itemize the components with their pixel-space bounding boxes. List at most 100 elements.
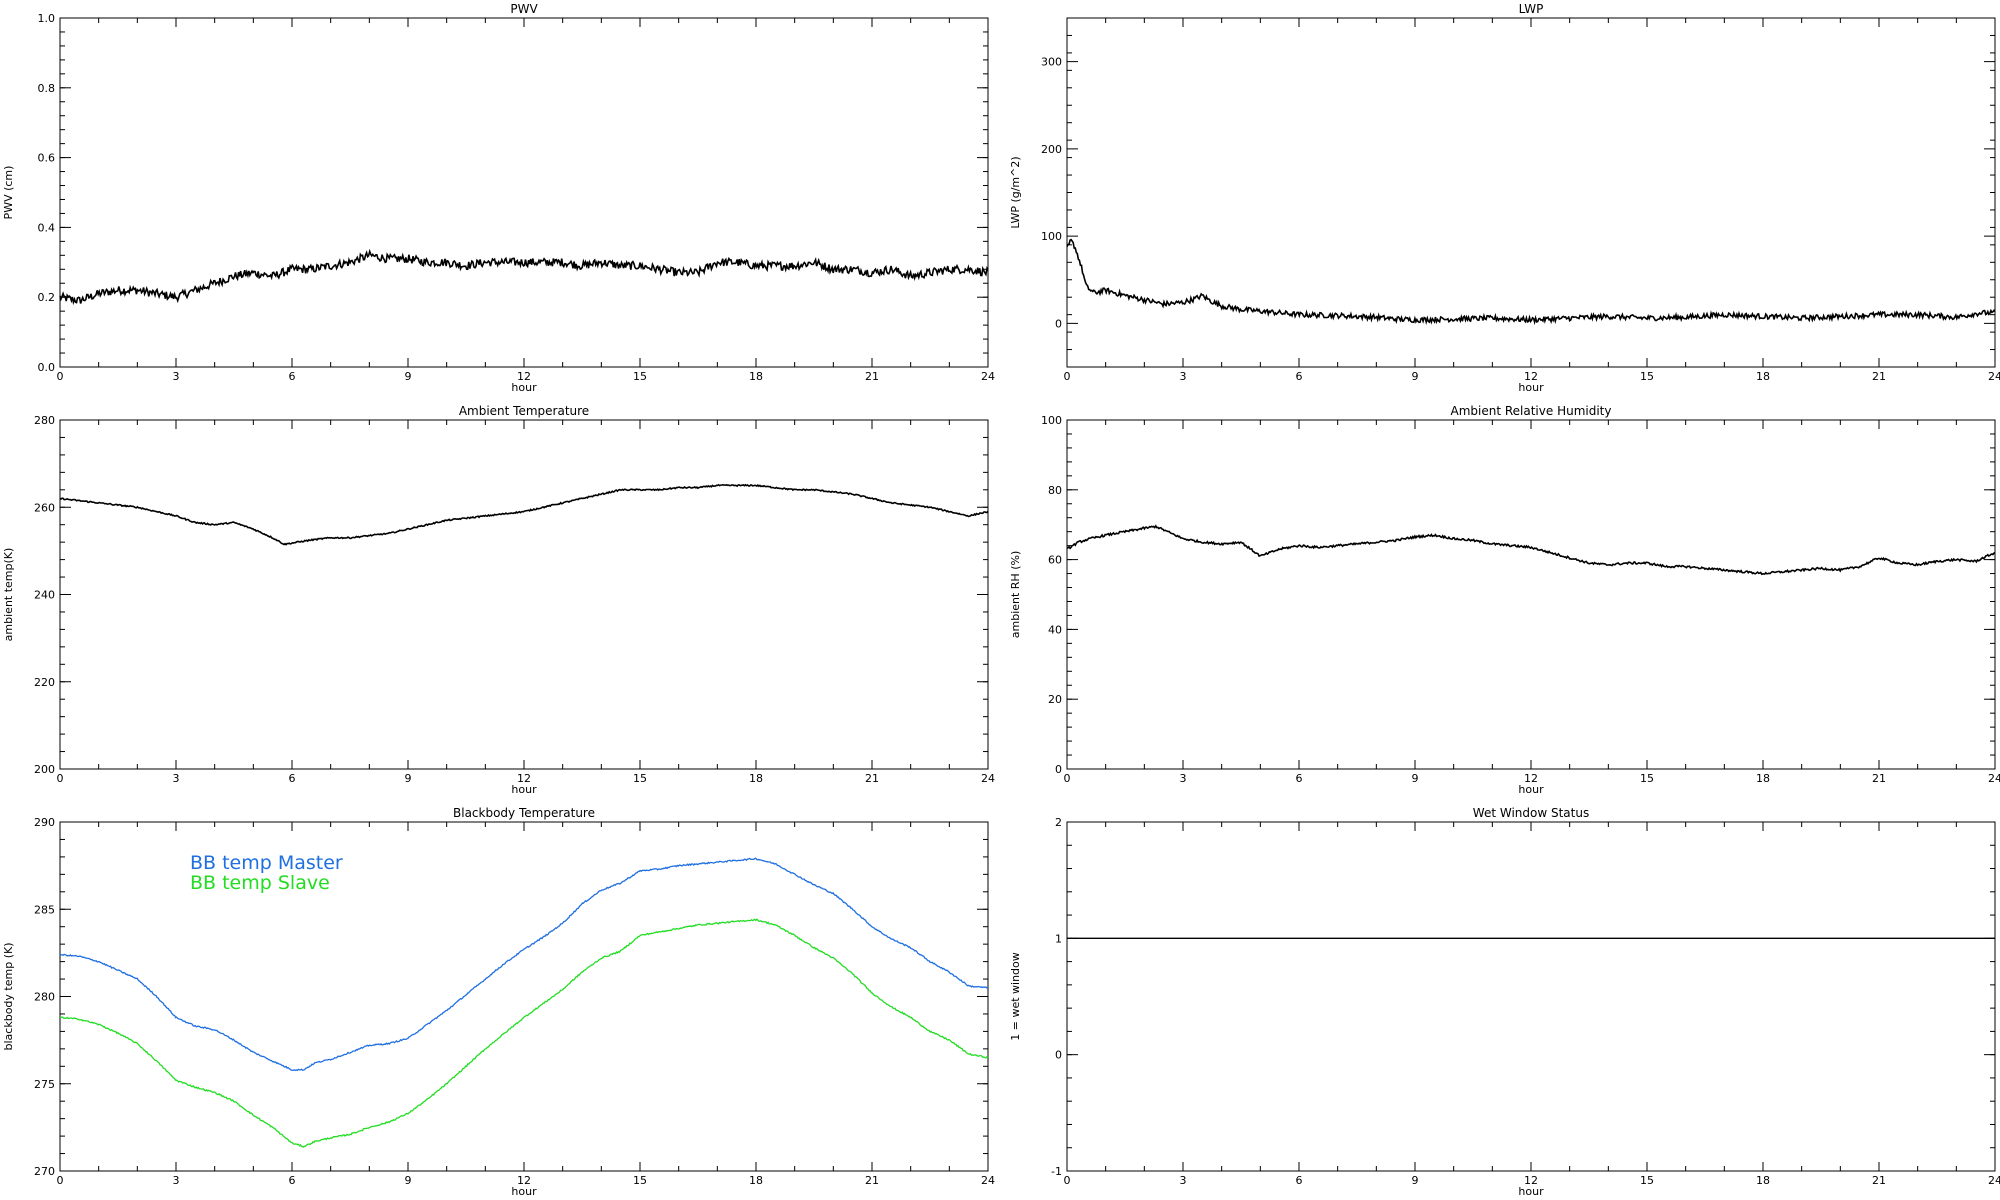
x-tick-label: 6 xyxy=(289,1174,296,1187)
x-axis-label: hour xyxy=(1518,381,1544,394)
y-tick-label: 280 xyxy=(34,991,55,1004)
panel-title: LWP xyxy=(1519,2,1544,16)
x-tick-label: 9 xyxy=(1412,1174,1419,1187)
series-line-lwp xyxy=(1066,238,1996,326)
x-tick-label: 9 xyxy=(405,1174,412,1187)
y-axis-label: PWV (cm) xyxy=(2,166,15,220)
y-tick-label: 0.2 xyxy=(38,291,56,304)
x-tick-label: 15 xyxy=(1640,370,1654,383)
x-tick-label: 15 xyxy=(633,772,647,785)
x-tick-label: 3 xyxy=(1180,1174,1187,1187)
y-tick-label: 200 xyxy=(1041,143,1062,156)
y-tick-label: 40 xyxy=(1048,623,1062,636)
x-tick-label: 24 xyxy=(981,370,995,383)
x-tick-label: 18 xyxy=(749,1174,763,1187)
x-tick-label: 18 xyxy=(1756,370,1770,383)
y-tick-label: 80 xyxy=(1048,484,1062,497)
legend-entry: BB temp Master xyxy=(190,852,343,874)
y-tick-label: 100 xyxy=(1041,230,1062,243)
y-tick-label: 275 xyxy=(34,1078,55,1091)
y-tick-label: 0 xyxy=(1055,1049,1062,1062)
y-tick-label: 260 xyxy=(34,501,55,514)
y-tick-label: 0.0 xyxy=(38,361,56,374)
panel-title: Ambient Temperature xyxy=(459,404,589,418)
panel-pwv: PWV hour PWV (cm) 0 3 6 9 12 15 18 21 24 0.0 0.2 0.4 0.… xyxy=(2,2,995,394)
x-axis-label: hour xyxy=(1518,1185,1544,1198)
y-axis-label: ambient temp(K) xyxy=(2,548,15,642)
y-tick-label: 300 xyxy=(1041,56,1062,69)
y-tick-label: 60 xyxy=(1048,554,1062,567)
plot-frame xyxy=(1066,821,1996,1172)
panel-title: Wet Window Status xyxy=(1473,806,1589,820)
panel-title: Ambient Relative Humidity xyxy=(1451,404,1612,418)
x-tick-label: 12 xyxy=(1524,772,1538,785)
panel-blackbody-temperature: Blackbody Temperature hour blackbody temp … xyxy=(2,806,995,1198)
y-axis-label: 1 = wet window xyxy=(1009,952,1022,1041)
panel-ambient-temperature: Ambient Temperature hour ambient temp(K) 0 3… xyxy=(2,404,995,796)
plot-frame xyxy=(1066,419,1996,770)
x-tick-label: 6 xyxy=(1296,370,1303,383)
x-axis-label: hour xyxy=(511,783,537,796)
x-tick-label: 3 xyxy=(173,370,180,383)
x-tick-label: 9 xyxy=(405,772,412,785)
y-tick-label: 290 xyxy=(34,816,55,829)
series-line-bb-temp-master xyxy=(59,857,989,1072)
y-tick-label: 0 xyxy=(1055,317,1062,330)
x-tick-label: 6 xyxy=(289,772,296,785)
x-tick-label: 18 xyxy=(1756,1174,1770,1187)
x-tick-label: 3 xyxy=(1180,772,1187,785)
legend-entry: BB temp Slave xyxy=(190,872,330,894)
x-tick-label: 3 xyxy=(173,772,180,785)
y-tick-label: 20 xyxy=(1048,693,1062,706)
y-tick-label: 280 xyxy=(34,414,55,427)
panel-title: PWV xyxy=(510,2,538,16)
plot-frame xyxy=(59,419,989,770)
y-tick-label: -1 xyxy=(1051,1165,1062,1178)
x-tick-label: 3 xyxy=(173,1174,180,1187)
x-tick-label: 6 xyxy=(289,370,296,383)
x-tick-label: 0 xyxy=(57,1174,64,1187)
y-tick-label: 285 xyxy=(34,903,55,916)
y-tick-label: 270 xyxy=(34,1165,55,1178)
y-tick-label: 240 xyxy=(34,589,55,602)
x-tick-label: 0 xyxy=(1064,772,1071,785)
plot-frame xyxy=(59,17,989,368)
y-tick-label: 200 xyxy=(34,763,55,776)
series-line-bb-temp-slave xyxy=(59,918,989,1148)
x-tick-label: 24 xyxy=(1988,1174,2000,1187)
panel-wet-window-status: Wet Window Status hour 1 = wet window 0 3 6 9 1… xyxy=(1009,806,2000,1198)
x-tick-label: 21 xyxy=(1872,1174,1886,1187)
panel-ambient-relative-humidity: Ambient Relative Humidity hour ambient RH … xyxy=(1009,404,2000,796)
panel-title: Blackbody Temperature xyxy=(453,806,595,820)
x-tick-label: 9 xyxy=(1412,370,1419,383)
x-tick-label: 15 xyxy=(633,370,647,383)
x-tick-label: 15 xyxy=(633,1174,647,1187)
x-tick-label: 21 xyxy=(1872,772,1886,785)
x-tick-label: 24 xyxy=(1988,772,2000,785)
x-tick-label: 12 xyxy=(1524,1174,1538,1187)
x-tick-label: 15 xyxy=(1640,772,1654,785)
y-tick-label: 2 xyxy=(1055,816,1062,829)
x-tick-label: 9 xyxy=(405,370,412,383)
y-tick-label: 220 xyxy=(34,676,55,689)
x-axis-label: hour xyxy=(511,381,537,394)
series-line-ambient-temperature xyxy=(59,483,989,546)
x-tick-label: 9 xyxy=(1412,772,1419,785)
y-axis-label: ambient RH (%) xyxy=(1009,551,1022,639)
x-tick-label: 24 xyxy=(981,772,995,785)
x-tick-label: 21 xyxy=(865,370,879,383)
x-tick-label: 3 xyxy=(1180,370,1187,383)
x-tick-label: 12 xyxy=(517,1174,531,1187)
x-axis-label: hour xyxy=(511,1185,537,1198)
x-tick-label: 15 xyxy=(1640,1174,1654,1187)
x-tick-label: 0 xyxy=(1064,370,1071,383)
y-axis-label: blackbody temp (K) xyxy=(2,943,15,1051)
x-tick-label: 24 xyxy=(1988,370,2000,383)
series-line-pwv xyxy=(59,248,989,306)
y-axis-label: LWP (g/m^2) xyxy=(1009,156,1022,228)
x-tick-label: 0 xyxy=(1064,1174,1071,1187)
x-tick-label: 6 xyxy=(1296,1174,1303,1187)
y-tick-label: 1 xyxy=(1055,932,1062,945)
x-tick-label: 24 xyxy=(981,1174,995,1187)
